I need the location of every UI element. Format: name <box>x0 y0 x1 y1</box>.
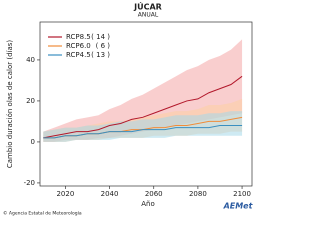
series-line <box>43 75 243 139</box>
plot-area <box>39 21 253 187</box>
legend-label: RCP8.5 <box>66 33 91 41</box>
chart-subtitle: ANUAL <box>138 12 159 19</box>
y-tick-label: 0 <box>31 138 35 146</box>
legend-label: RCP6.0 <box>66 42 91 50</box>
x-tick-label: 2020 <box>56 190 74 198</box>
footer: © Agencia Estatal de Meteorología <box>3 210 82 217</box>
range-band <box>43 111 243 142</box>
legend-count: ( 13 ) <box>91 51 110 59</box>
y-tick-label: -20 <box>24 179 35 187</box>
logo: AEMet <box>223 202 254 211</box>
legend-count: ( 14 ) <box>91 33 110 41</box>
legend-label: RCP4.5 <box>66 51 91 59</box>
y-tick-label: 20 <box>26 97 35 105</box>
x-tick-label: 2080 <box>189 190 207 198</box>
series-line <box>43 125 243 139</box>
x-tick-label: 2060 <box>145 190 163 198</box>
y-tick-label: 40 <box>26 56 35 64</box>
x-axis-label: Año <box>141 200 155 208</box>
y-axis-label: Cambio duración olas de calor (días) <box>6 40 14 169</box>
chart: JÚCAR ANUAL Año Cambio duración olas de … <box>3 1 254 217</box>
x-tick-label: 2040 <box>101 190 119 198</box>
chart-title: JÚCAR <box>133 1 162 12</box>
x-tick-label: 2100 <box>233 190 251 198</box>
legend-count: ( 6 ) <box>96 42 111 50</box>
